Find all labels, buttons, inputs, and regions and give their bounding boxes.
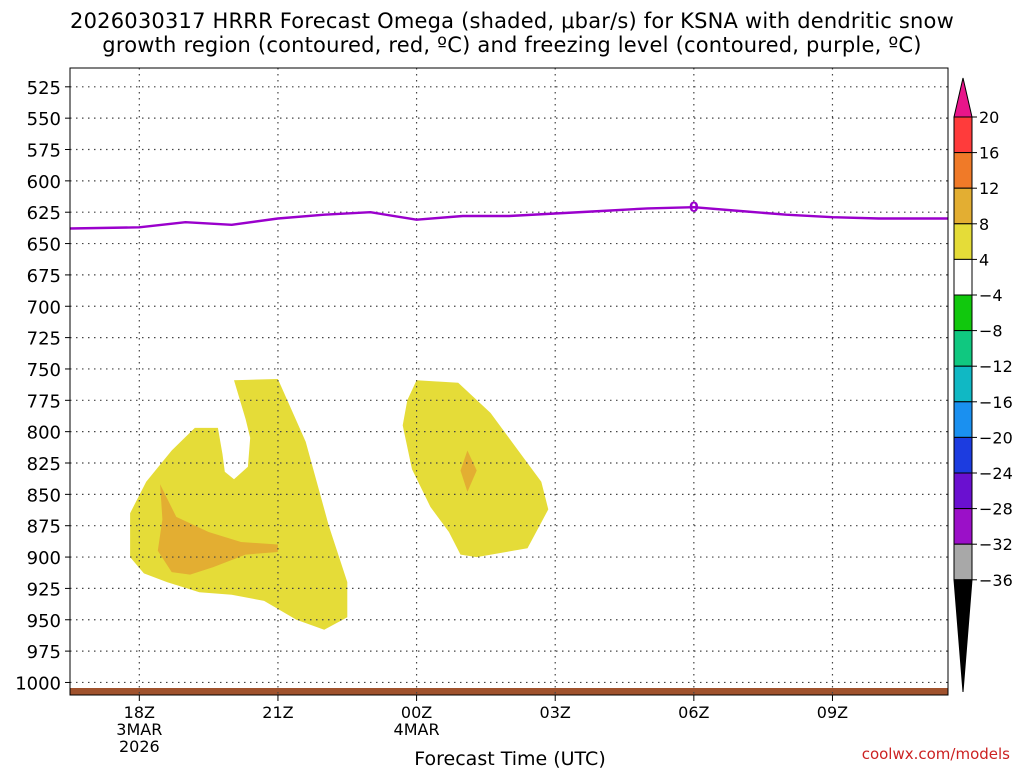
x-tick-label: 2026 <box>119 737 160 756</box>
colorbar-segment <box>953 152 973 189</box>
x-tick-label: 4MAR <box>394 720 440 739</box>
colorbar-segment <box>953 508 973 545</box>
colorbar-label: −12 <box>979 357 1013 376</box>
chart-title-line-2: growth region (contoured, red, ºC) and f… <box>102 33 922 57</box>
y-tick-label: 850 <box>27 485 61 506</box>
y-tick-label: 750 <box>27 360 61 381</box>
y-tick-label: 675 <box>27 266 61 287</box>
colorbar-label: −24 <box>979 464 1013 483</box>
colorbar-label: 12 <box>979 179 999 198</box>
colorbar-segment <box>953 365 973 403</box>
colorbar-label: 8 <box>979 215 989 234</box>
y-tick-label: 975 <box>27 642 61 663</box>
y-tick-label: 625 <box>27 203 61 224</box>
colorbar-segment <box>953 543 973 581</box>
colorbar-segment <box>953 330 973 367</box>
colorbar-label: −20 <box>979 428 1013 447</box>
y-tick-label: 550 <box>27 109 61 130</box>
omega-region-3 <box>460 450 477 492</box>
freezing-level-label: 0 <box>689 200 699 216</box>
x-tick-label: 03Z <box>540 703 571 722</box>
x-axis-title: Forecast Time (UTC) <box>414 748 605 768</box>
colorbar-label: −16 <box>979 393 1013 412</box>
y-tick-label: 725 <box>27 329 61 350</box>
x-tick-label: 06Z <box>678 703 709 722</box>
colorbar-segment <box>953 258 973 296</box>
y-tick-label: 1000 <box>15 673 61 694</box>
colorbar-top-triangle <box>953 77 973 118</box>
colorbar-label: −28 <box>979 500 1013 519</box>
freezing-level-line <box>69 206 948 230</box>
colorbar-bottom-triangle <box>953 579 973 693</box>
colorbar-label: 4 <box>979 250 989 269</box>
omega-region-1 <box>157 484 278 575</box>
source-credit: coolwx.com/models <box>861 745 1010 763</box>
y-tick-label: 900 <box>27 548 61 569</box>
colorbar-label: −4 <box>979 286 1003 305</box>
x-tick-label: 18Z <box>124 703 155 722</box>
y-tick-label: 650 <box>27 235 61 256</box>
colorbar-label: 20 <box>979 108 999 127</box>
colorbar-label: −8 <box>979 322 1003 341</box>
x-tick-label: 21Z <box>262 703 293 722</box>
y-tick-label: 575 <box>27 141 61 162</box>
colorbar-segment <box>953 436 973 474</box>
y-tick-label: 950 <box>27 611 61 632</box>
x-tick-label: 3MAR <box>116 720 162 739</box>
y-tick-label: 700 <box>27 297 61 318</box>
y-tick-label: 600 <box>27 172 61 193</box>
colorbar-segment <box>953 401 973 438</box>
colorbar-segment <box>953 187 973 225</box>
colorbar-segment <box>953 472 973 510</box>
ground-surface <box>70 688 948 695</box>
colorbar-label: −36 <box>979 571 1013 590</box>
colorbar-segment <box>953 116 973 154</box>
y-tick-label: 525 <box>27 78 61 99</box>
x-tick-label: 09Z <box>817 703 848 722</box>
colorbar-segment <box>953 294 973 332</box>
chart-title-line-1: 2026030317 HRRR Forecast Omega (shaded, … <box>70 9 954 33</box>
colorbar-segment <box>953 223 973 260</box>
y-tick-label: 775 <box>27 391 61 412</box>
y-tick-label: 800 <box>27 423 61 444</box>
y-tick-label: 825 <box>27 454 61 475</box>
y-tick-label: 925 <box>27 579 61 600</box>
y-tick-label: 875 <box>27 517 61 538</box>
colorbar-label: 16 <box>979 144 999 163</box>
x-tick-label: 00Z <box>401 703 432 722</box>
colorbar-label: −32 <box>979 535 1013 554</box>
plot-frame <box>69 67 949 696</box>
